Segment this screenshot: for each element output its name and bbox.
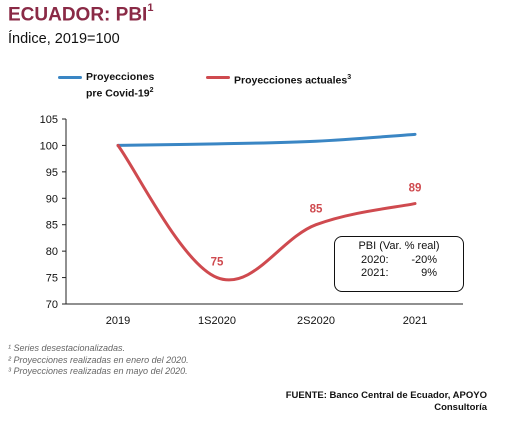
footnote-2: ² Proyecciones realizadas en enero del 2… [8,354,189,365]
y-tick-label: 75 [46,273,58,285]
growth-annotation-box: PBI (Var. % real) 2020: -20% 2021: 9% [334,236,464,292]
annotation-row-2021: 2021: 9% [335,267,463,281]
data-label: 85 [310,204,323,216]
annotation-year: 2020: [361,253,389,266]
legend-label-actuales: Proyecciones actuales [234,74,348,87]
line-chart: 70 75 80 85 90 95 100 105 2019 1S2020 2S2020 2021 75… [40,114,463,327]
data-label: 75 [211,257,224,269]
legend-label-pre-covid: Proyecciones pre Covid-19 [86,71,155,100]
y-tick-label: 85 [46,220,58,232]
legend-footnote-mark: 3 [347,74,352,81]
y-tick-label: 105 [40,114,58,126]
x-tick-label: 2019 [106,315,130,327]
title-text: ECUADOR: PBI [8,4,148,26]
page-title: ECUADOR: PBI1 [8,2,154,26]
annotation-year: 2021: [361,267,389,279]
data-label: 89 [409,183,422,195]
x-tick-label: 1S2020 [198,315,236,327]
footnote-3: ³ Proyecciones realizadas en mayo del 20… [8,366,188,376]
footnotes: ¹ Series desestacionalizadas. ² Proyecci… [8,343,189,378]
x-tick-label: 2021 [403,315,427,327]
series-line-pre-covid [116,132,417,147]
x-tick-label: 2S2020 [297,315,335,327]
annotation-row-2020: 2020: -20% [335,254,463,268]
y-tick-label: 80 [46,246,58,258]
legend-footnote-mark: 2 [149,87,154,94]
title-footnote-mark: 1 [147,2,154,14]
annotation-value: 9% [421,267,437,279]
y-tick-label: 70 [46,299,58,311]
annotation-title: PBI (Var. % real) [358,240,440,252]
y-tick-label: 90 [46,193,58,205]
footnote-1: ¹ Series desestacionalizadas. [8,343,126,353]
y-tick-label: 100 [40,140,58,152]
legend-swatch-pre-covid [58,76,82,79]
annotation-value: -20% [411,253,437,266]
y-tick-label: 95 [46,167,58,179]
series-line-actuales [116,143,417,282]
legend-swatch-actuales [206,76,230,79]
source-note: FUENTE: Banco Central de Ecuador, APOYO … [285,390,487,413]
chart-subtitle: Índice, 2019=100 [8,31,120,47]
